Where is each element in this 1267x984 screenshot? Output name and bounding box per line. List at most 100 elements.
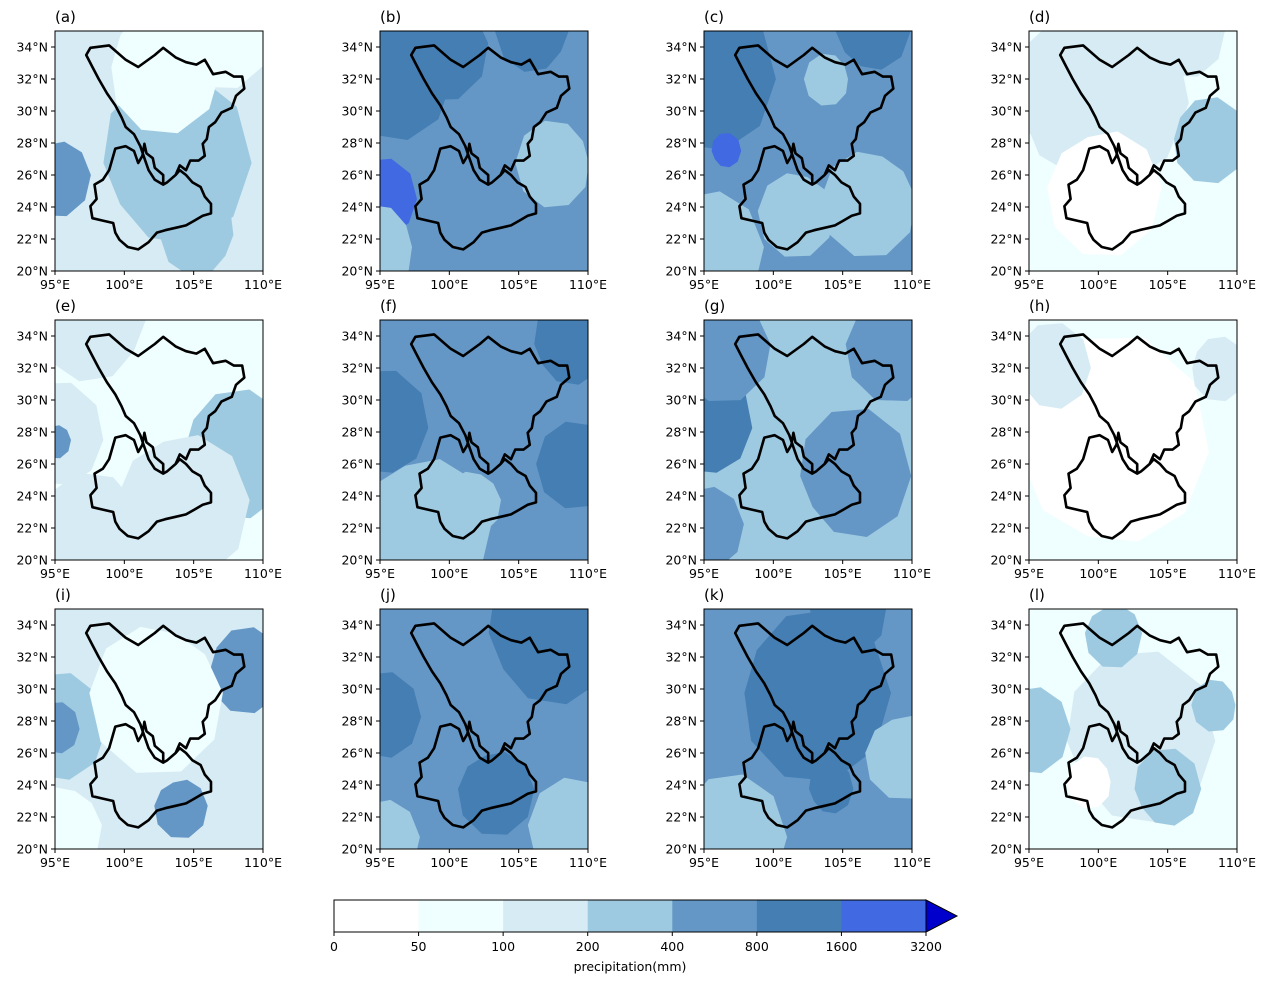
precipitation-field (55, 609, 263, 849)
panel-label: (d) (1029, 8, 1050, 26)
panel-label: (g) (704, 297, 725, 315)
x-tick-label: 100°E (430, 277, 468, 292)
y-tick-label: 20°N (990, 553, 1022, 568)
y-tick-label: 30°N (990, 682, 1022, 697)
precipitation-contour-region (536, 421, 588, 509)
y-tick-label: 24°N (16, 778, 48, 793)
y-tick-label: 22°N (990, 232, 1022, 247)
y-tick-label: 22°N (341, 810, 373, 825)
precipitation-contour-region (1066, 756, 1111, 809)
precipitation-field (1029, 31, 1237, 271)
panel-label: (i) (55, 586, 71, 604)
precipitation-contour-region (380, 206, 412, 271)
y-tick-label: 34°N (665, 329, 697, 344)
x-tick-label: 110°E (244, 855, 282, 870)
y-tick-label: 28°N (990, 425, 1022, 440)
y-tick-label: 20°N (990, 264, 1022, 279)
precipitation-contour-region (380, 672, 422, 758)
y-tick-label: 30°N (990, 104, 1022, 119)
precipitation-contour-region (711, 133, 742, 168)
x-tick-label: 100°E (105, 855, 143, 870)
x-tick-label: 100°E (105, 277, 143, 292)
y-tick-label: 28°N (341, 714, 373, 729)
y-tick-label: 30°N (341, 682, 373, 697)
x-tick-label: 110°E (569, 566, 607, 581)
map-panel: (a) 95°E 100°E 105°E 110°E 20°N 22°N 24°N 26°N 28… (16, 8, 282, 292)
precipitation-contour-region (458, 751, 535, 835)
precipitation-field (1029, 609, 1237, 849)
colorbar-cell (334, 900, 420, 932)
x-tick-label: 100°E (430, 566, 468, 581)
colorbar-cell (841, 900, 927, 932)
map-panel: (g) 95°E 100°E 105°E 110°E 20°N 22°N 24°N 26°N 28… (665, 297, 931, 581)
colorbar-tick-label: 100 (491, 939, 515, 954)
y-tick-label: 28°N (665, 714, 697, 729)
map-frame (54, 30, 264, 272)
x-tick-label: 95°E (689, 855, 719, 870)
y-tick-label: 34°N (16, 329, 48, 344)
precipitation-contour-region (443, 471, 501, 535)
map-panel: (d) 95°E 100°E 105°E 110°E 20°N 22°N 24°N 26°N 28… (990, 8, 1256, 292)
y-tick-label: 22°N (665, 810, 697, 825)
y-tick-label: 22°N (665, 232, 697, 247)
x-tick-label: 100°E (1079, 566, 1117, 581)
precipitation-contour-region (55, 141, 91, 217)
y-tick-label: 32°N (341, 650, 373, 665)
y-tick-label: 26°N (341, 457, 373, 472)
precipitation-contour-region (1047, 131, 1162, 256)
precipitation-contour-region (55, 320, 146, 382)
y-tick-label: 28°N (341, 136, 373, 151)
map-frame (1028, 30, 1238, 272)
y-tick-label: 22°N (341, 521, 373, 536)
colorbar-tick-label: 50 (411, 939, 427, 954)
y-tick-label: 22°N (16, 232, 48, 247)
precipitation-contour-region (515, 120, 588, 208)
x-tick-label: 95°E (40, 855, 70, 870)
colorbar-cell (418, 900, 504, 932)
region-boundary-outline (733, 622, 895, 829)
y-tick-label: 28°N (990, 714, 1022, 729)
y-tick-label: 32°N (16, 650, 48, 665)
y-tick-label: 20°N (341, 553, 373, 568)
x-tick-label: 95°E (365, 566, 395, 581)
y-tick-label: 26°N (990, 168, 1022, 183)
x-tick-label: 95°E (689, 277, 719, 292)
x-tick-label: 95°E (365, 855, 395, 870)
y-tick-label: 30°N (341, 393, 373, 408)
y-tick-label: 30°N (665, 682, 697, 697)
y-tick-label: 20°N (16, 553, 48, 568)
y-tick-label: 26°N (16, 457, 48, 472)
map-frame (703, 30, 913, 272)
x-tick-label: 110°E (1218, 855, 1256, 870)
precipitation-contour-region (820, 151, 912, 256)
map-frame (379, 30, 589, 272)
x-tick-label: 100°E (105, 566, 143, 581)
y-tick-label: 22°N (16, 521, 48, 536)
map-frame (703, 608, 913, 850)
region-boundary-outline (409, 622, 571, 829)
colorbar-tick-label: 0 (330, 939, 338, 954)
precipitation-contour-region (186, 131, 240, 191)
y-tick-label: 24°N (665, 200, 697, 215)
y-tick-label: 26°N (990, 457, 1022, 472)
y-tick-label: 24°N (990, 489, 1022, 504)
y-tick-label: 24°N (990, 778, 1022, 793)
map-frame (379, 608, 589, 850)
y-tick-label: 34°N (16, 618, 48, 633)
y-tick-label: 30°N (665, 104, 697, 119)
x-tick-label: 100°E (1079, 277, 1117, 292)
y-tick-label: 34°N (16, 40, 48, 55)
precipitation-contour-region (704, 31, 776, 151)
y-tick-label: 30°N (16, 682, 48, 697)
x-tick-label: 105°E (175, 566, 213, 581)
colorbar-cell (587, 900, 673, 932)
region-boundary-outline (409, 333, 571, 540)
y-tick-label: 20°N (665, 553, 697, 568)
y-tick-label: 28°N (990, 136, 1022, 151)
precipitation-contour-region (210, 627, 263, 714)
region-boundary-outline (84, 44, 246, 251)
map-panel: (b) 95°E 100°E 105°E 110°E 20°N 22°N 24°N 26°N 28… (341, 8, 607, 292)
region-boundary-outline (84, 333, 246, 540)
y-tick-label: 26°N (665, 457, 697, 472)
y-tick-label: 30°N (16, 104, 48, 119)
